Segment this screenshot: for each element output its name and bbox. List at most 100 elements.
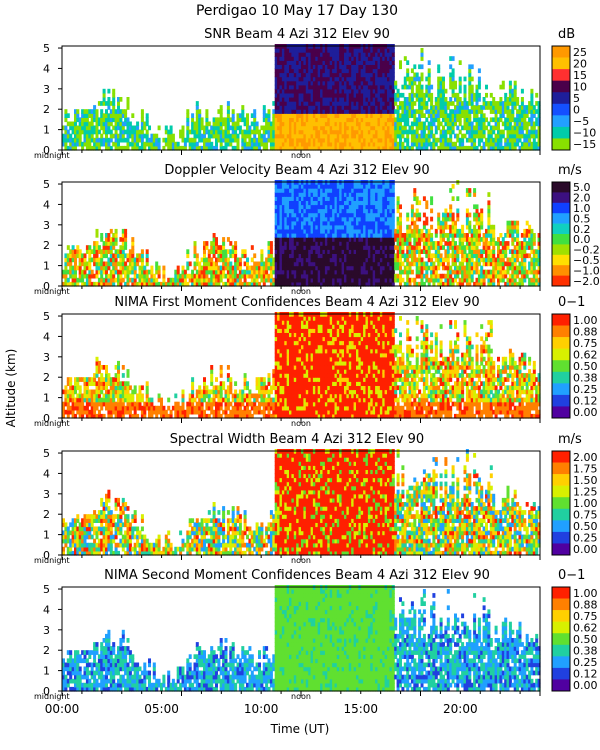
heatmap-cell [332, 196, 336, 201]
heatmap-cell [155, 265, 159, 271]
heatmap-cell [117, 105, 120, 110]
heatmap-cell [334, 257, 338, 263]
heatmap-cell [281, 196, 285, 201]
heatmap-cell [513, 117, 517, 123]
heatmap-cell [71, 277, 75, 283]
heatmap-cell [332, 52, 336, 57]
heatmap-cell [406, 265, 410, 271]
heatmap-cell [387, 253, 390, 259]
heatmap-cell [114, 277, 118, 283]
heatmap-cell [332, 92, 336, 98]
heatmap-cell [418, 125, 422, 131]
heatmap-cell [274, 220, 278, 226]
heatmap-cell [112, 265, 116, 271]
heatmap-cell [88, 265, 92, 271]
heatmap-cell [363, 253, 367, 259]
heatmap-cell [126, 269, 130, 275]
heatmap-cell [164, 129, 168, 135]
heatmap-cell [425, 200, 429, 206]
heatmap-cell [454, 105, 457, 110]
heatmap-cell [207, 137, 211, 143]
heatmap-cell [274, 233, 278, 238]
heatmap-cell [152, 145, 156, 151]
heatmap-cell [468, 145, 472, 151]
heatmap-cell [277, 56, 281, 61]
heatmap-cell [477, 121, 481, 127]
heatmap-cell [126, 125, 130, 131]
heatmap-cell [336, 129, 340, 135]
heatmap-cell [176, 281, 180, 287]
heatmap-cell [303, 188, 307, 193]
heatmap-cell [365, 76, 369, 82]
heatmap-cell [532, 133, 536, 139]
heatmap-cell [289, 281, 292, 287]
heatmap-cell [210, 257, 214, 263]
heatmap-cell [446, 113, 450, 118]
heatmap-cell [348, 245, 352, 250]
heatmap-cell [212, 145, 216, 151]
heatmap-cell [363, 133, 367, 139]
heatmap-cell [389, 257, 393, 263]
heatmap-cell [336, 192, 340, 197]
heatmap-cell [528, 117, 532, 123]
heatmap-cell [277, 113, 281, 118]
heatmap-cell [327, 72, 331, 78]
heatmap-cell [255, 129, 259, 135]
colorbar-label: 15 [573, 69, 587, 82]
colorbar-label: −10 [573, 127, 596, 140]
heatmap-cell [489, 125, 493, 131]
heatmap-cell [124, 237, 128, 242]
heatmap-cell [360, 129, 364, 135]
heatmap-cell [114, 228, 118, 234]
heatmap-cell [410, 249, 414, 254]
heatmap-cell [324, 137, 328, 143]
heatmap-cell [356, 257, 359, 263]
heatmap-cell [408, 253, 412, 259]
heatmap-cell [511, 129, 515, 135]
heatmap-cell [384, 80, 388, 86]
heatmap-cell [353, 141, 357, 147]
heatmap-cell [138, 281, 142, 287]
colorbar-label: −15 [573, 138, 596, 151]
heatmap-cell [418, 133, 422, 139]
heatmap-cell [370, 84, 374, 90]
heatmap-cell [260, 269, 264, 275]
panels: SNR Beam 4 Azi 312 Elev 90012345midnight… [34, 27, 600, 701]
heatmap-cell [78, 257, 82, 263]
heatmap-cell [162, 137, 166, 143]
heatmap-cell [162, 277, 166, 283]
heatmap-cell [387, 196, 390, 201]
heatmap-cell [265, 113, 269, 118]
heatmap-cell [336, 56, 340, 61]
heatmap-cell [387, 220, 390, 226]
heatmap-cell [379, 273, 383, 279]
heatmap-cell [277, 133, 281, 139]
heatmap-cell [217, 281, 221, 287]
heatmap-cell [353, 281, 357, 287]
heatmap-cell [463, 117, 467, 123]
heatmap-cell [296, 216, 300, 222]
heatmap-cell [332, 257, 336, 263]
heatmap-cell [212, 125, 216, 131]
heatmap-cell [317, 200, 321, 206]
heatmap-cell [351, 64, 355, 70]
heatmap-cell [272, 281, 276, 287]
heatmap-cell [145, 249, 149, 254]
heatmap-cell [363, 129, 367, 135]
heatmap-cell [382, 133, 386, 139]
heatmap-cell [449, 101, 453, 106]
heatmap-cell [317, 129, 321, 135]
heatmap-cell [410, 257, 414, 263]
colorbar-label: 5 [573, 92, 580, 105]
heatmap-cell [291, 88, 295, 94]
heatmap-cell [217, 117, 221, 123]
heatmap-cell [413, 113, 417, 118]
heatmap-cell [528, 129, 532, 135]
heatmap-cell [504, 97, 508, 102]
heatmap-cell [312, 105, 316, 110]
heatmap-cell [71, 249, 75, 254]
heatmap-cell [284, 72, 288, 78]
heatmap-cell [396, 88, 400, 94]
heatmap-cell [499, 117, 503, 123]
heatmap-cell [298, 137, 302, 143]
